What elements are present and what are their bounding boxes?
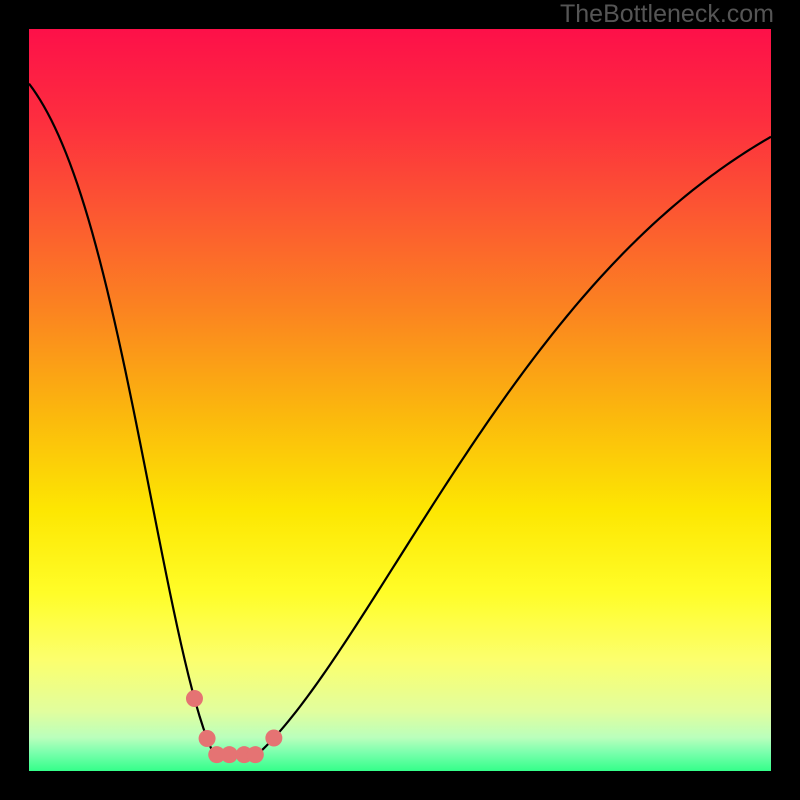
chart-svg-layer [0, 0, 800, 800]
curve-marker [221, 746, 238, 763]
curve-marker [199, 730, 216, 747]
bottleneck-curve [29, 84, 771, 755]
curve-marker [247, 746, 264, 763]
curve-marker [186, 690, 203, 707]
curve-marker [265, 730, 282, 747]
watermark-text: TheBottleneck.com [560, 0, 774, 29]
chart-frame: TheBottleneck.com [0, 0, 800, 800]
